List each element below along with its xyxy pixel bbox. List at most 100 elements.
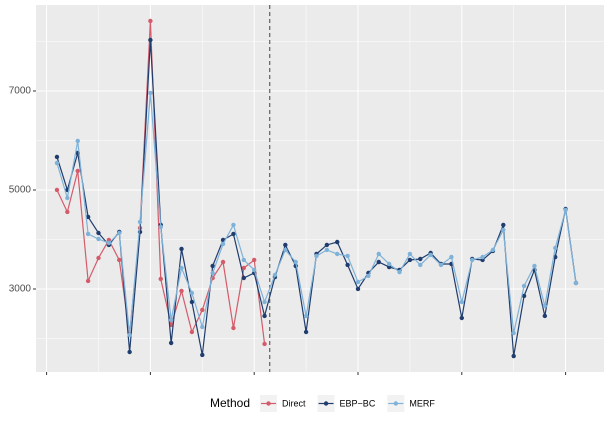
legend-label: EBP−BC bbox=[340, 398, 376, 408]
point bbox=[283, 247, 288, 253]
point bbox=[54, 160, 60, 166]
legend-key-point bbox=[393, 401, 399, 406]
point bbox=[96, 230, 101, 236]
point bbox=[231, 325, 236, 331]
point bbox=[345, 253, 350, 259]
y-tick-label: 5000 bbox=[9, 185, 32, 196]
point bbox=[158, 224, 163, 230]
point bbox=[407, 251, 413, 257]
panel bbox=[36, 5, 604, 372]
point bbox=[335, 251, 340, 257]
point bbox=[501, 222, 506, 228]
point bbox=[241, 265, 247, 271]
point bbox=[179, 246, 184, 252]
point bbox=[106, 240, 112, 246]
point bbox=[200, 352, 205, 358]
legend-label: MERF bbox=[409, 398, 435, 408]
point bbox=[96, 255, 101, 261]
point bbox=[75, 168, 80, 174]
point bbox=[521, 293, 527, 299]
point bbox=[127, 349, 132, 355]
point bbox=[54, 187, 60, 193]
point bbox=[511, 330, 516, 336]
point bbox=[106, 237, 112, 243]
point bbox=[85, 278, 91, 284]
point bbox=[542, 313, 548, 319]
point bbox=[480, 254, 485, 260]
point bbox=[148, 18, 153, 24]
point bbox=[210, 263, 215, 269]
point bbox=[85, 231, 91, 237]
point bbox=[65, 209, 70, 215]
point bbox=[563, 207, 568, 213]
point bbox=[438, 262, 444, 268]
point bbox=[251, 267, 257, 273]
point bbox=[231, 231, 236, 237]
point bbox=[490, 247, 496, 253]
point bbox=[407, 257, 413, 263]
point bbox=[262, 299, 267, 305]
legend-key-point bbox=[323, 401, 329, 406]
point bbox=[148, 90, 153, 96]
legend-title: Method bbox=[210, 396, 250, 410]
point bbox=[220, 241, 226, 247]
point bbox=[85, 214, 91, 220]
point bbox=[251, 257, 257, 263]
point bbox=[293, 259, 298, 265]
point bbox=[553, 245, 558, 251]
point bbox=[366, 273, 371, 279]
point bbox=[148, 37, 153, 43]
point bbox=[179, 265, 184, 271]
point bbox=[303, 313, 309, 319]
point bbox=[459, 299, 464, 305]
point bbox=[459, 315, 464, 321]
legend-label: Direct bbox=[282, 398, 306, 408]
point bbox=[168, 340, 174, 346]
point bbox=[511, 353, 516, 359]
point bbox=[324, 242, 330, 248]
point bbox=[355, 279, 361, 285]
point bbox=[283, 242, 288, 248]
point bbox=[241, 257, 247, 263]
point bbox=[303, 329, 309, 335]
point bbox=[262, 341, 267, 347]
point bbox=[189, 329, 195, 335]
point bbox=[397, 269, 402, 275]
point bbox=[376, 251, 381, 257]
point bbox=[117, 230, 122, 236]
point bbox=[262, 313, 267, 319]
point bbox=[241, 275, 247, 281]
point bbox=[210, 270, 215, 276]
point bbox=[127, 332, 132, 338]
point bbox=[521, 283, 527, 289]
point bbox=[386, 261, 392, 267]
point bbox=[418, 256, 423, 262]
point bbox=[542, 303, 548, 309]
point bbox=[189, 299, 195, 305]
point bbox=[117, 257, 122, 263]
point bbox=[386, 264, 392, 270]
point bbox=[573, 280, 579, 286]
point bbox=[179, 288, 184, 294]
y-tick-label: 7000 bbox=[9, 86, 32, 97]
point bbox=[137, 219, 143, 225]
point bbox=[54, 154, 60, 160]
point bbox=[158, 276, 163, 282]
point bbox=[449, 254, 454, 260]
point bbox=[220, 259, 226, 265]
point bbox=[231, 222, 236, 228]
point bbox=[272, 272, 278, 278]
point bbox=[168, 317, 174, 323]
point bbox=[96, 236, 101, 242]
point bbox=[469, 257, 475, 263]
point bbox=[200, 324, 205, 330]
point bbox=[200, 307, 205, 313]
point bbox=[324, 247, 330, 253]
point bbox=[532, 263, 537, 269]
point bbox=[65, 195, 70, 201]
point bbox=[189, 290, 195, 296]
point bbox=[355, 286, 361, 292]
point bbox=[376, 259, 381, 265]
y-tick-label: 3000 bbox=[9, 284, 32, 295]
